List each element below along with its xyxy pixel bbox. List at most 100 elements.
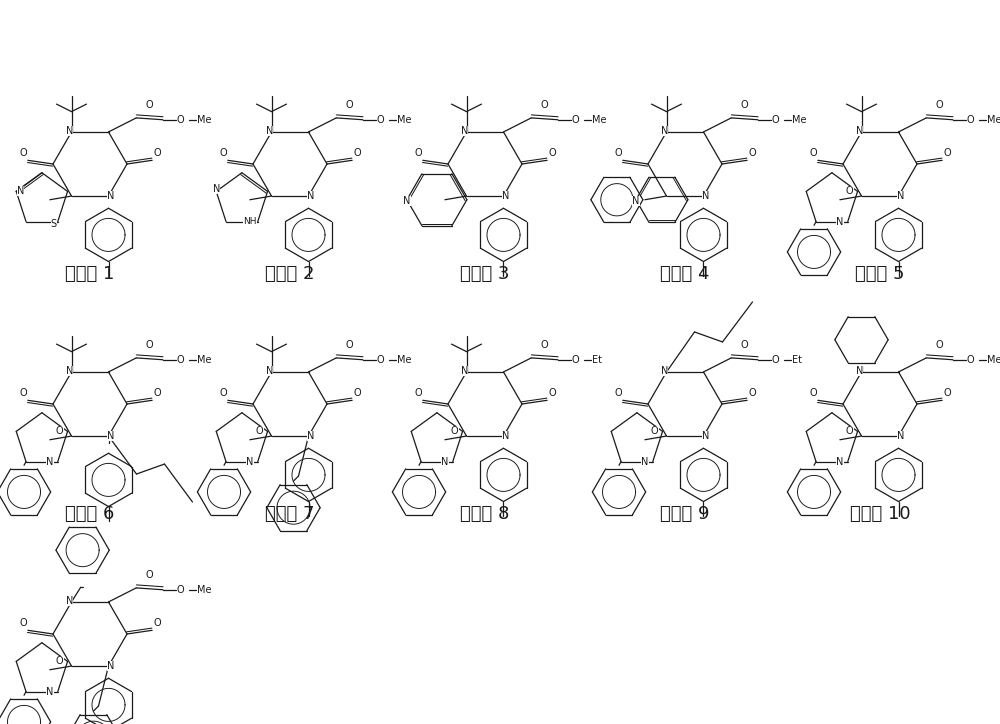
Text: O: O: [451, 426, 459, 437]
Text: 化合物 10: 化合物 10: [850, 505, 910, 523]
Text: Me: Me: [987, 355, 1000, 365]
Text: O: O: [541, 101, 548, 110]
Text: O: O: [548, 148, 556, 159]
Text: N: N: [461, 126, 468, 136]
Text: N: N: [66, 366, 73, 376]
Text: N: N: [46, 457, 54, 466]
Text: 化合物 6: 化合物 6: [65, 505, 115, 523]
Text: N: N: [661, 366, 668, 376]
Text: O: O: [19, 148, 27, 159]
Text: O: O: [943, 388, 951, 398]
Text: N: N: [632, 195, 640, 206]
Text: O: O: [741, 101, 748, 110]
Text: N: N: [641, 457, 649, 466]
Text: O: O: [153, 148, 161, 159]
Text: N: N: [461, 366, 468, 376]
Text: N: N: [441, 457, 449, 466]
Text: N: N: [856, 366, 863, 376]
Text: Me: Me: [987, 114, 1000, 125]
Text: Et: Et: [792, 355, 802, 365]
Text: NH: NH: [243, 217, 257, 226]
Text: O: O: [56, 426, 64, 437]
Text: 化合物 4: 化合物 4: [660, 265, 710, 283]
Text: N: N: [213, 185, 220, 195]
Text: O: O: [772, 114, 779, 125]
Text: O: O: [414, 388, 422, 398]
Text: O: O: [967, 355, 974, 365]
Text: O: O: [572, 355, 579, 365]
Text: O: O: [346, 340, 353, 350]
Text: N: N: [307, 191, 314, 201]
Text: O: O: [936, 340, 943, 350]
Text: N: N: [107, 431, 114, 441]
Text: O: O: [19, 618, 27, 628]
Text: O: O: [153, 618, 161, 628]
Text: 化合物 5: 化合物 5: [855, 265, 905, 283]
Text: N: N: [836, 216, 844, 227]
Text: N: N: [107, 661, 114, 671]
Text: O: O: [353, 388, 361, 398]
Text: O: O: [572, 114, 579, 125]
Text: Me: Me: [397, 114, 412, 125]
Text: Me: Me: [397, 355, 412, 365]
Text: N: N: [66, 126, 73, 136]
Text: O: O: [967, 114, 974, 125]
Text: Me: Me: [197, 355, 212, 365]
Text: N: N: [107, 191, 114, 201]
Text: 化合物 2: 化合物 2: [265, 265, 315, 283]
Text: O: O: [748, 388, 756, 398]
Text: O: O: [548, 388, 556, 398]
Text: O: O: [614, 388, 622, 398]
Text: O: O: [614, 148, 622, 159]
Text: O: O: [153, 388, 161, 398]
Text: O: O: [219, 388, 227, 398]
Text: N: N: [266, 126, 273, 136]
Text: O: O: [219, 148, 227, 159]
Text: N: N: [307, 431, 314, 441]
Text: O: O: [936, 101, 943, 110]
Text: O: O: [177, 585, 184, 594]
Text: N: N: [856, 126, 863, 136]
Text: N: N: [246, 457, 254, 466]
Text: O: O: [846, 426, 854, 437]
Text: 化合物 3: 化合物 3: [460, 265, 510, 283]
Text: N: N: [502, 431, 509, 441]
Text: Me: Me: [792, 114, 807, 125]
Text: O: O: [809, 388, 817, 398]
Text: N: N: [17, 186, 24, 196]
Text: O: O: [943, 148, 951, 159]
Text: O: O: [809, 148, 817, 159]
Text: Me: Me: [592, 114, 607, 125]
Text: N: N: [661, 126, 668, 136]
Text: S: S: [51, 219, 57, 229]
Text: N: N: [702, 191, 709, 201]
Text: N: N: [502, 191, 509, 201]
Text: 化合物 9: 化合物 9: [660, 505, 710, 523]
Text: N: N: [46, 686, 54, 696]
Text: O: O: [846, 186, 854, 196]
Text: 化合物 1: 化合物 1: [65, 265, 115, 283]
Text: N: N: [403, 195, 411, 206]
Text: O: O: [177, 355, 184, 365]
Text: O: O: [346, 101, 353, 110]
Text: O: O: [414, 148, 422, 159]
Text: O: O: [146, 101, 153, 110]
Text: O: O: [256, 426, 264, 437]
Text: N: N: [897, 191, 904, 201]
Text: N: N: [702, 431, 709, 441]
Text: Me: Me: [197, 585, 212, 594]
Text: O: O: [772, 355, 779, 365]
Text: 化合物 8: 化合物 8: [460, 505, 510, 523]
Text: O: O: [541, 340, 548, 350]
Text: O: O: [146, 340, 153, 350]
Text: O: O: [651, 426, 659, 437]
Text: N: N: [266, 366, 273, 376]
Text: Me: Me: [197, 114, 212, 125]
Text: O: O: [146, 571, 153, 581]
Text: N: N: [836, 457, 844, 466]
Text: O: O: [748, 148, 756, 159]
Text: O: O: [741, 340, 748, 350]
Text: O: O: [377, 355, 384, 365]
Text: 化合物 7: 化合物 7: [265, 505, 315, 523]
Text: O: O: [177, 114, 184, 125]
